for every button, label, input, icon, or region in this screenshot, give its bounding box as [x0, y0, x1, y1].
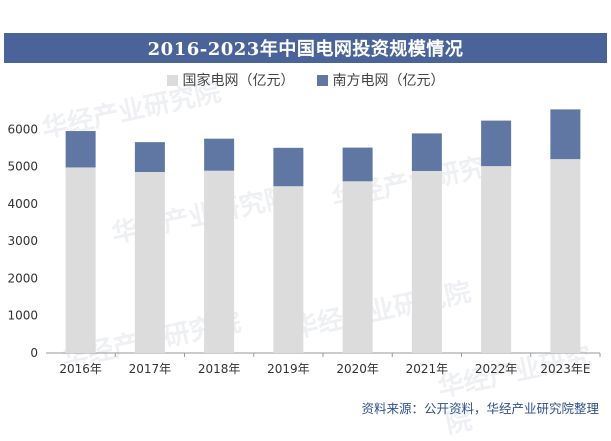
y-tick-label: 1000 — [7, 309, 38, 323]
bar-state-grid — [550, 159, 581, 353]
legend-item-southern-grid: 南方电网（亿元） — [316, 70, 445, 90]
y-tick-label: 4000 — [7, 197, 38, 211]
x-tick-label: 2023年E — [540, 362, 590, 376]
source-note: 资料来源：公开资料，华经产业研究院整理 — [361, 401, 599, 416]
bar-state-grid — [134, 172, 165, 353]
y-tick-label: 2000 — [7, 271, 38, 285]
y-tick-label: 3000 — [7, 234, 38, 248]
bar-southern-grid — [481, 120, 512, 167]
y-tick-label: 6000 — [7, 122, 38, 136]
legend: 国家电网（亿元） 南方电网（亿元） — [0, 70, 611, 90]
title-bar: 2016-2023年中国电网投资规模情况 — [4, 33, 607, 63]
bar-state-grid — [65, 167, 96, 353]
legend-swatch-southern-grid — [316, 74, 328, 86]
y-tick-label: 5000 — [7, 160, 38, 174]
bar-southern-grid — [65, 131, 96, 168]
bar-state-grid — [411, 170, 442, 353]
bar-state-grid — [273, 186, 304, 353]
bar-southern-grid — [550, 109, 581, 160]
legend-label-state-grid: 国家电网（亿元） — [182, 73, 295, 89]
bar-state-grid — [204, 170, 235, 353]
legend-label-southern-grid: 南方电网（亿元） — [332, 73, 445, 89]
legend-item-state-grid: 国家电网（亿元） — [166, 70, 295, 90]
stacked-bar-chart: 0 1000 2000 3000 4000 5000 6000 2016年 2017年 2018年… — [7, 109, 601, 376]
bar-southern-grid — [134, 142, 165, 173]
x-tick-label: 2017年 — [129, 362, 172, 376]
bar-southern-grid — [273, 147, 304, 187]
bar-southern-grid — [411, 133, 442, 171]
x-tick-label: 2020年 — [336, 362, 379, 376]
x-tick-label: 2019年 — [267, 362, 310, 376]
bar-southern-grid — [342, 147, 373, 182]
x-tick-label: 2022年 — [475, 362, 518, 376]
bar-southern-grid — [204, 138, 235, 171]
bar-state-grid — [342, 181, 373, 353]
x-tick-label: 2016年 — [59, 362, 102, 376]
chart-title: 2016-2023年中国电网投资规模情况 — [147, 39, 464, 60]
x-tick-label: 2021年 — [406, 362, 449, 376]
y-tick-label: 0 — [30, 346, 38, 360]
bar-state-grid — [481, 166, 512, 353]
x-tick-label: 2018年 — [198, 362, 241, 376]
legend-swatch-state-grid — [166, 74, 178, 86]
